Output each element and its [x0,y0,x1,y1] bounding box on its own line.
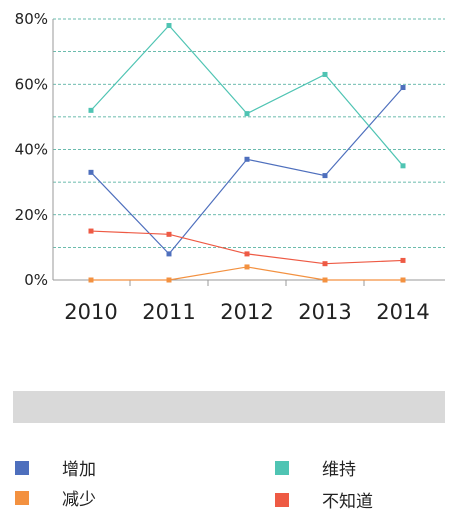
x-tick-label: 2012 [220,300,273,324]
data-point [400,277,406,283]
y-tick-label: 60% [15,75,48,93]
data-point [244,156,250,162]
x-tick-label: 2013 [298,300,351,324]
data-point [244,251,250,257]
series-line [90,24,404,167]
data-point [166,251,172,257]
data-point [88,277,94,283]
series-1 [88,23,406,169]
data-point [400,163,406,169]
series-lines [88,23,406,283]
legend-swatch-decrease [15,490,29,505]
data-point [166,277,172,283]
legend-item-increase: 增加 [15,455,96,480]
y-axis-ticks: 0% 20% 40% 60% 80% [15,10,48,289]
legend-item-maintain: 维持 [275,455,356,480]
series-2 [88,264,406,283]
y-tick-label: 20% [15,206,48,224]
line-chart: 0% 20% 40% 60% 80% 2010 2011 2012 2013 2014 [15,10,445,324]
data-point [322,261,328,267]
y-tick-label: 80% [15,10,48,28]
data-point [88,107,94,113]
series-3 [88,228,406,267]
legend-item-unknown: 不知道 [275,487,373,512]
data-point [322,173,328,179]
legend-label-increase: 增加 [62,460,96,480]
legend-swatch-maintain [275,460,289,475]
data-point [166,231,172,237]
series-0 [88,85,406,257]
x-tick-label: 2014 [376,300,429,324]
data-point [322,277,328,283]
x-tick-label: 2010 [64,300,117,324]
legend-label-unknown: 不知道 [322,492,373,512]
legend-item-decrease: 减少 [15,485,96,510]
data-point [400,85,406,91]
y-tick-label: 0% [24,271,48,289]
data-point [166,23,172,29]
axes [52,19,445,286]
legend-swatch-unknown [275,492,289,507]
data-point [244,111,250,117]
legend-band [13,391,445,423]
grid-lines [53,18,445,248]
x-axis-ticks: 2010 2011 2012 2013 2014 [64,300,429,324]
x-tick-label: 2011 [142,300,195,324]
legend-swatch-increase [15,460,29,475]
data-point [322,71,328,77]
legend-label-decrease: 减少 [62,490,96,510]
data-point [88,228,94,234]
y-tick-label: 40% [15,141,48,159]
data-point [400,257,406,263]
legend-label-maintain: 维持 [322,460,356,480]
series-line [90,230,404,265]
data-point [88,169,94,175]
data-point [244,264,250,270]
